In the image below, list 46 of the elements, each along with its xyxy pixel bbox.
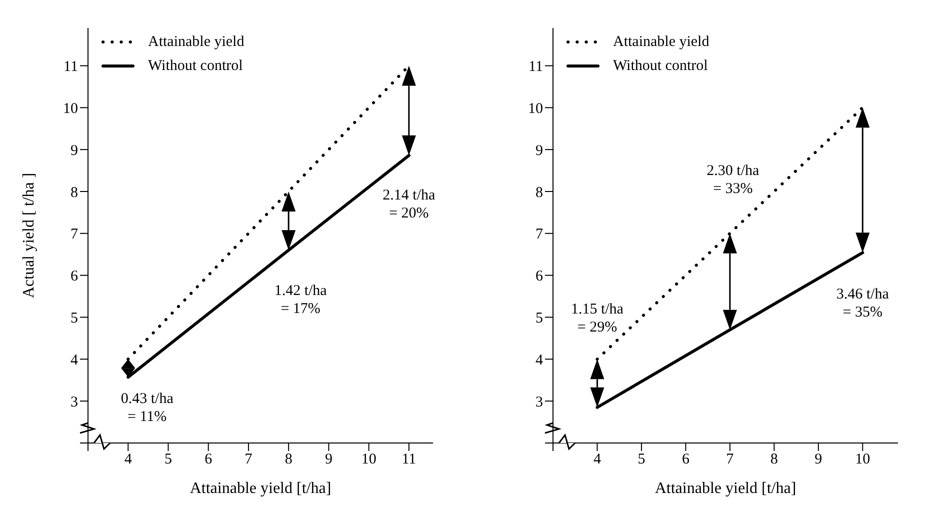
x-tick-label: 8 [284,452,292,468]
x-axis-title: Attainable yield [t/ha] [190,480,332,497]
legend-label: Without control [148,58,243,74]
y-tick-label: 8 [70,184,78,201]
y-tick-label: 8 [536,184,543,201]
y-tick-label: 4 [70,352,78,368]
y-tick-label: 9 [70,142,78,159]
x-tick-label: 4 [593,452,602,468]
y-tick-label: 11 [528,59,543,76]
annotation: 3.46 t/ha = 35% [836,286,890,321]
y-axis-title: Actual yield [ t/ha ] [20,172,38,298]
x-tick-label: 6 [682,452,690,468]
x-tick-label: 7 [244,452,253,468]
x-tick-label: 8 [770,452,778,468]
x-tick-label: 5 [638,452,646,468]
y-tick-label: 7 [70,226,78,243]
y-tick-label: 3 [70,394,78,410]
y-tick-label: 9 [536,142,543,159]
y-tick-label: 5 [70,310,78,327]
y-tick-label: 7 [536,226,544,243]
x-tick-label: 6 [204,452,213,468]
x-tick-label: 5 [164,452,172,468]
x-tick-label: 10 [855,452,870,468]
annotation: 1.15 t/ha = 29% [570,301,624,336]
annotation: 1.42 t/ha = 17% [274,283,328,318]
y-tick-label: 6 [536,268,544,285]
annotation: 0.43 t/ha = 11% [120,391,174,426]
y-tick-label: 11 [64,59,78,76]
legend-label: Attainable yield [148,34,244,50]
y-tick-label: 4 [536,352,544,368]
annotation: 2.14 t/ha = 20% [382,187,436,222]
y-tick-label: 10 [528,100,543,117]
y-tick-label: 6 [70,268,78,285]
x-tick-label: 10 [361,452,376,468]
x-tick-label: 9 [324,452,332,468]
y-tick-label: 10 [63,100,78,117]
legend-label: Attainable yield [613,34,710,50]
x-tick-label: 9 [814,452,822,468]
y-tick-label: 3 [536,394,543,410]
annotation: 2.30 t/ha = 33% [706,162,760,197]
legend-label: Without control [613,58,708,74]
x-tick-label: 11 [402,452,416,468]
y-tick-label: 5 [536,310,543,327]
x-tick-label: 7 [726,452,734,468]
x-axis-title: Attainable yield [t/ha] [654,480,796,497]
x-tick-label: 4 [124,452,132,468]
